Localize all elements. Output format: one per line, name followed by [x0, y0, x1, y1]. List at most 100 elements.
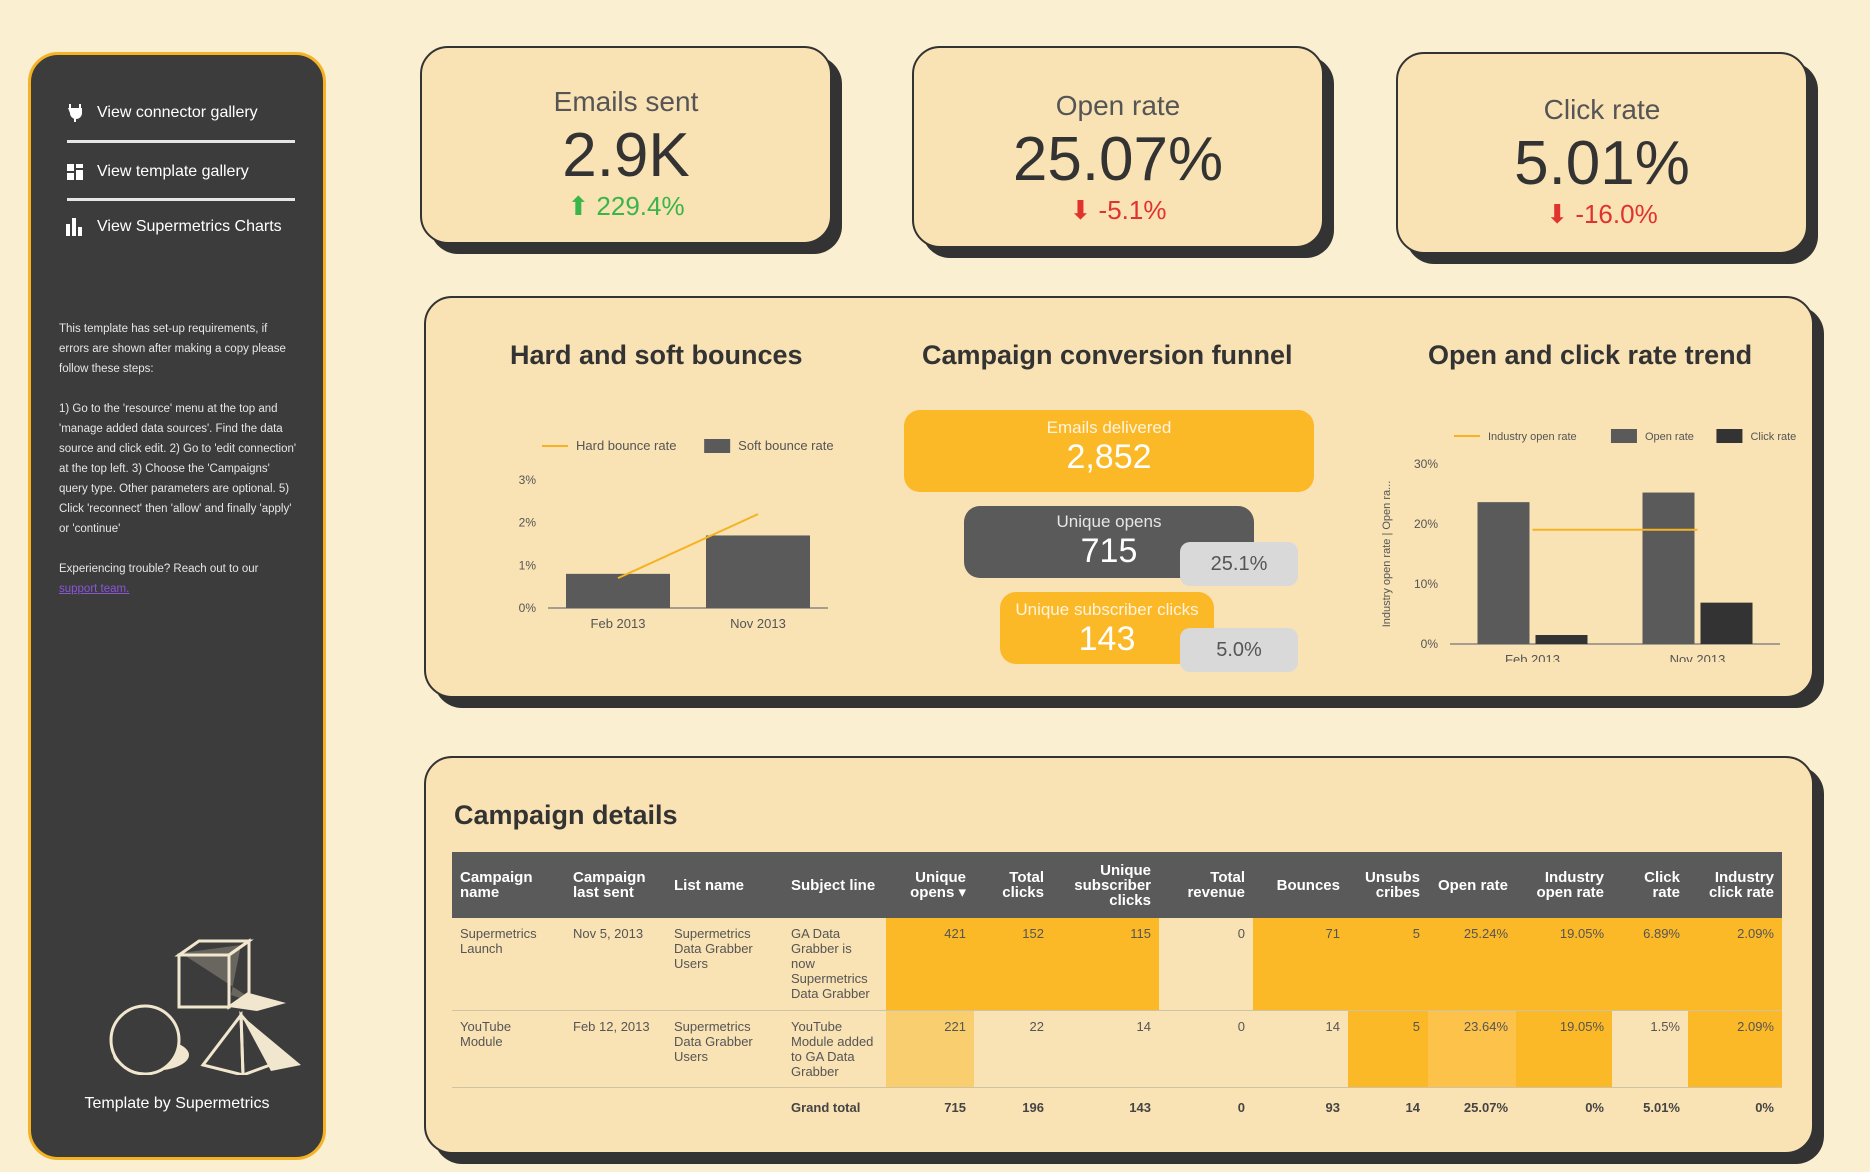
- y-tick-label: 3%: [519, 473, 537, 487]
- table-cell: 115: [1052, 918, 1159, 1011]
- nav-label: View template gallery: [97, 163, 249, 180]
- y-tick-label: 0%: [519, 601, 537, 615]
- note-intro: This template has set-up requirements, i…: [59, 323, 286, 375]
- column-header[interactable]: Subject line: [783, 852, 886, 918]
- sidebar: View connector gallery View template gal…: [28, 52, 326, 1160]
- column-header[interactable]: Industry click rate: [1688, 852, 1782, 918]
- charts-panel: Hard and soft bounces Campaign conversio…: [424, 296, 1814, 698]
- table-cell: Feb 12, 2013: [565, 1010, 666, 1088]
- kpi-value: 5.01%: [1514, 129, 1690, 198]
- setup-instructions: This template has set-up requirements, i…: [59, 319, 299, 619]
- funnel-label: Unique subscriber clicks: [1015, 600, 1199, 619]
- bar: [566, 573, 670, 608]
- column-header[interactable]: Campaign last sent: [565, 852, 666, 918]
- table-row: Supermetrics Launch Nov 5, 2013 Supermetri…: [452, 918, 1782, 1011]
- table-cell: 152: [974, 918, 1052, 1011]
- funnel-title: Campaign conversion funnel: [922, 340, 1293, 370]
- legend-label: Hard bounce rate: [576, 438, 676, 453]
- table-cell: Supermetrics Launch: [452, 918, 565, 1011]
- kpi-delta-value: -5.1%: [1098, 195, 1167, 225]
- table-cell: 5: [1348, 1010, 1428, 1088]
- total-cell: Grand total: [791, 1099, 861, 1115]
- campaign-details-table: Campaign name Campaign last sent List name…: [452, 852, 1782, 1127]
- divider: [67, 140, 295, 143]
- grid-icon: [65, 162, 85, 182]
- y-tick-label: 0%: [1421, 637, 1439, 651]
- geometric-shapes-illustration: [109, 938, 301, 1075]
- kpi-delta: ⬇ -5.1%: [914, 195, 1322, 226]
- bar-chart-icon: [65, 217, 85, 237]
- nav-label: View Supermetrics Charts: [97, 218, 282, 235]
- kpi-label: Click rate: [1543, 94, 1661, 125]
- table-cell: 2.09%: [1688, 1010, 1782, 1088]
- kpi-delta-value: -16.0%: [1575, 199, 1658, 229]
- table-cell: 2.09%: [1688, 918, 1782, 1011]
- kpi-emails-sent: Emails sent 2.9K ⬆ 229.4%: [420, 46, 832, 244]
- table-cell: GA Data Grabber is now Supermetrics Data…: [783, 918, 886, 1011]
- table-cell: YouTube Module: [452, 1010, 565, 1088]
- kpi-label: Emails sent: [553, 86, 699, 117]
- note-steps: 1) Go to the 'resource' menu at the top …: [59, 403, 297, 535]
- column-header[interactable]: Unique subscriber clicks: [1052, 852, 1159, 918]
- column-header[interactable]: Bounces: [1253, 852, 1348, 918]
- bounces-chart-title: Hard and soft bounces: [510, 340, 803, 370]
- table-cell: 22: [974, 1010, 1052, 1088]
- arrow-down-icon: ⬇: [1546, 199, 1569, 229]
- column-header[interactable]: List name: [666, 852, 783, 918]
- table-cell: 1.5%: [1612, 1010, 1688, 1088]
- total-cell: 0: [1237, 1099, 1245, 1115]
- bar: [706, 535, 810, 608]
- x-tick-label: Nov 2013: [1670, 652, 1726, 662]
- column-header[interactable]: Total clicks: [974, 852, 1052, 918]
- total-cell: 25.07%: [1463, 1099, 1508, 1115]
- column-header[interactable]: Campaign name: [452, 852, 565, 918]
- nav-template-gallery[interactable]: View template gallery: [65, 152, 295, 192]
- legend-label: Industry open rate: [1488, 431, 1577, 443]
- funnel-opens-percent: 25.1%: [1180, 542, 1298, 586]
- column-header[interactable]: Unique opens ▾: [886, 852, 974, 918]
- column-header[interactable]: Industry open rate: [1516, 852, 1612, 918]
- table-cell: 221: [886, 1010, 974, 1088]
- kpi-click-rate: Click rate 5.01% ⬇ -16.0%: [1396, 52, 1808, 254]
- total-cell: 715: [944, 1099, 966, 1115]
- y-tick-label: 1%: [519, 558, 537, 572]
- funnel-label: Unique opens: [1056, 512, 1162, 531]
- table-cell: 0: [1159, 918, 1253, 1011]
- kpi-value: 25.07%: [1012, 125, 1224, 194]
- legend-label: Soft bounce rate: [738, 438, 833, 453]
- table-cell: 14: [1253, 1010, 1348, 1088]
- kpi-value: 2.9K: [562, 121, 690, 190]
- funnel-unique-clicks: Unique subscriber clicks 143: [1000, 592, 1214, 664]
- column-header[interactable]: Total revenue: [1159, 852, 1253, 918]
- plug-icon: [65, 103, 85, 123]
- kpi-delta-value: 229.4%: [596, 191, 685, 221]
- column-header[interactable]: Click rate: [1612, 852, 1688, 918]
- table-cell: 421: [886, 918, 974, 1011]
- legend-swatch: [1610, 429, 1637, 443]
- legend-label: Click rate: [1750, 431, 1796, 443]
- legend-swatch: [704, 439, 731, 453]
- y-tick-label: 30%: [1414, 457, 1438, 471]
- campaign-details-title: Campaign details: [454, 800, 678, 830]
- table-cell: Supermetrics Data Grabber Users: [666, 918, 783, 1011]
- y-tick-label: 2%: [519, 516, 537, 530]
- nav-label: View connector gallery: [97, 104, 258, 121]
- nav-supermetrics-charts[interactable]: View Supermetrics Charts: [65, 207, 295, 247]
- bar: [1477, 502, 1530, 644]
- nav-connector-gallery[interactable]: View connector gallery: [65, 93, 295, 133]
- bar: [1535, 635, 1588, 644]
- total-cell: 5.01%: [1643, 1099, 1680, 1115]
- total-cell: [565, 1087, 666, 1127]
- column-header[interactable]: Unsubs cribes: [1348, 852, 1428, 918]
- column-header[interactable]: Open rate: [1428, 852, 1516, 918]
- support-team-link[interactable]: support team.: [59, 583, 130, 595]
- x-tick-label: Nov 2013: [730, 616, 786, 631]
- y-tick-label: 10%: [1414, 577, 1438, 591]
- total-cell: 14: [1405, 1099, 1420, 1115]
- legend-label: Open rate: [1645, 431, 1694, 443]
- total-cell: 0%: [1755, 1099, 1774, 1115]
- funnel-clicks-percent: 5.0%: [1180, 628, 1298, 672]
- kpi-delta: ⬇ -16.0%: [1398, 199, 1806, 230]
- bar: [1642, 492, 1695, 644]
- divider: [67, 198, 295, 201]
